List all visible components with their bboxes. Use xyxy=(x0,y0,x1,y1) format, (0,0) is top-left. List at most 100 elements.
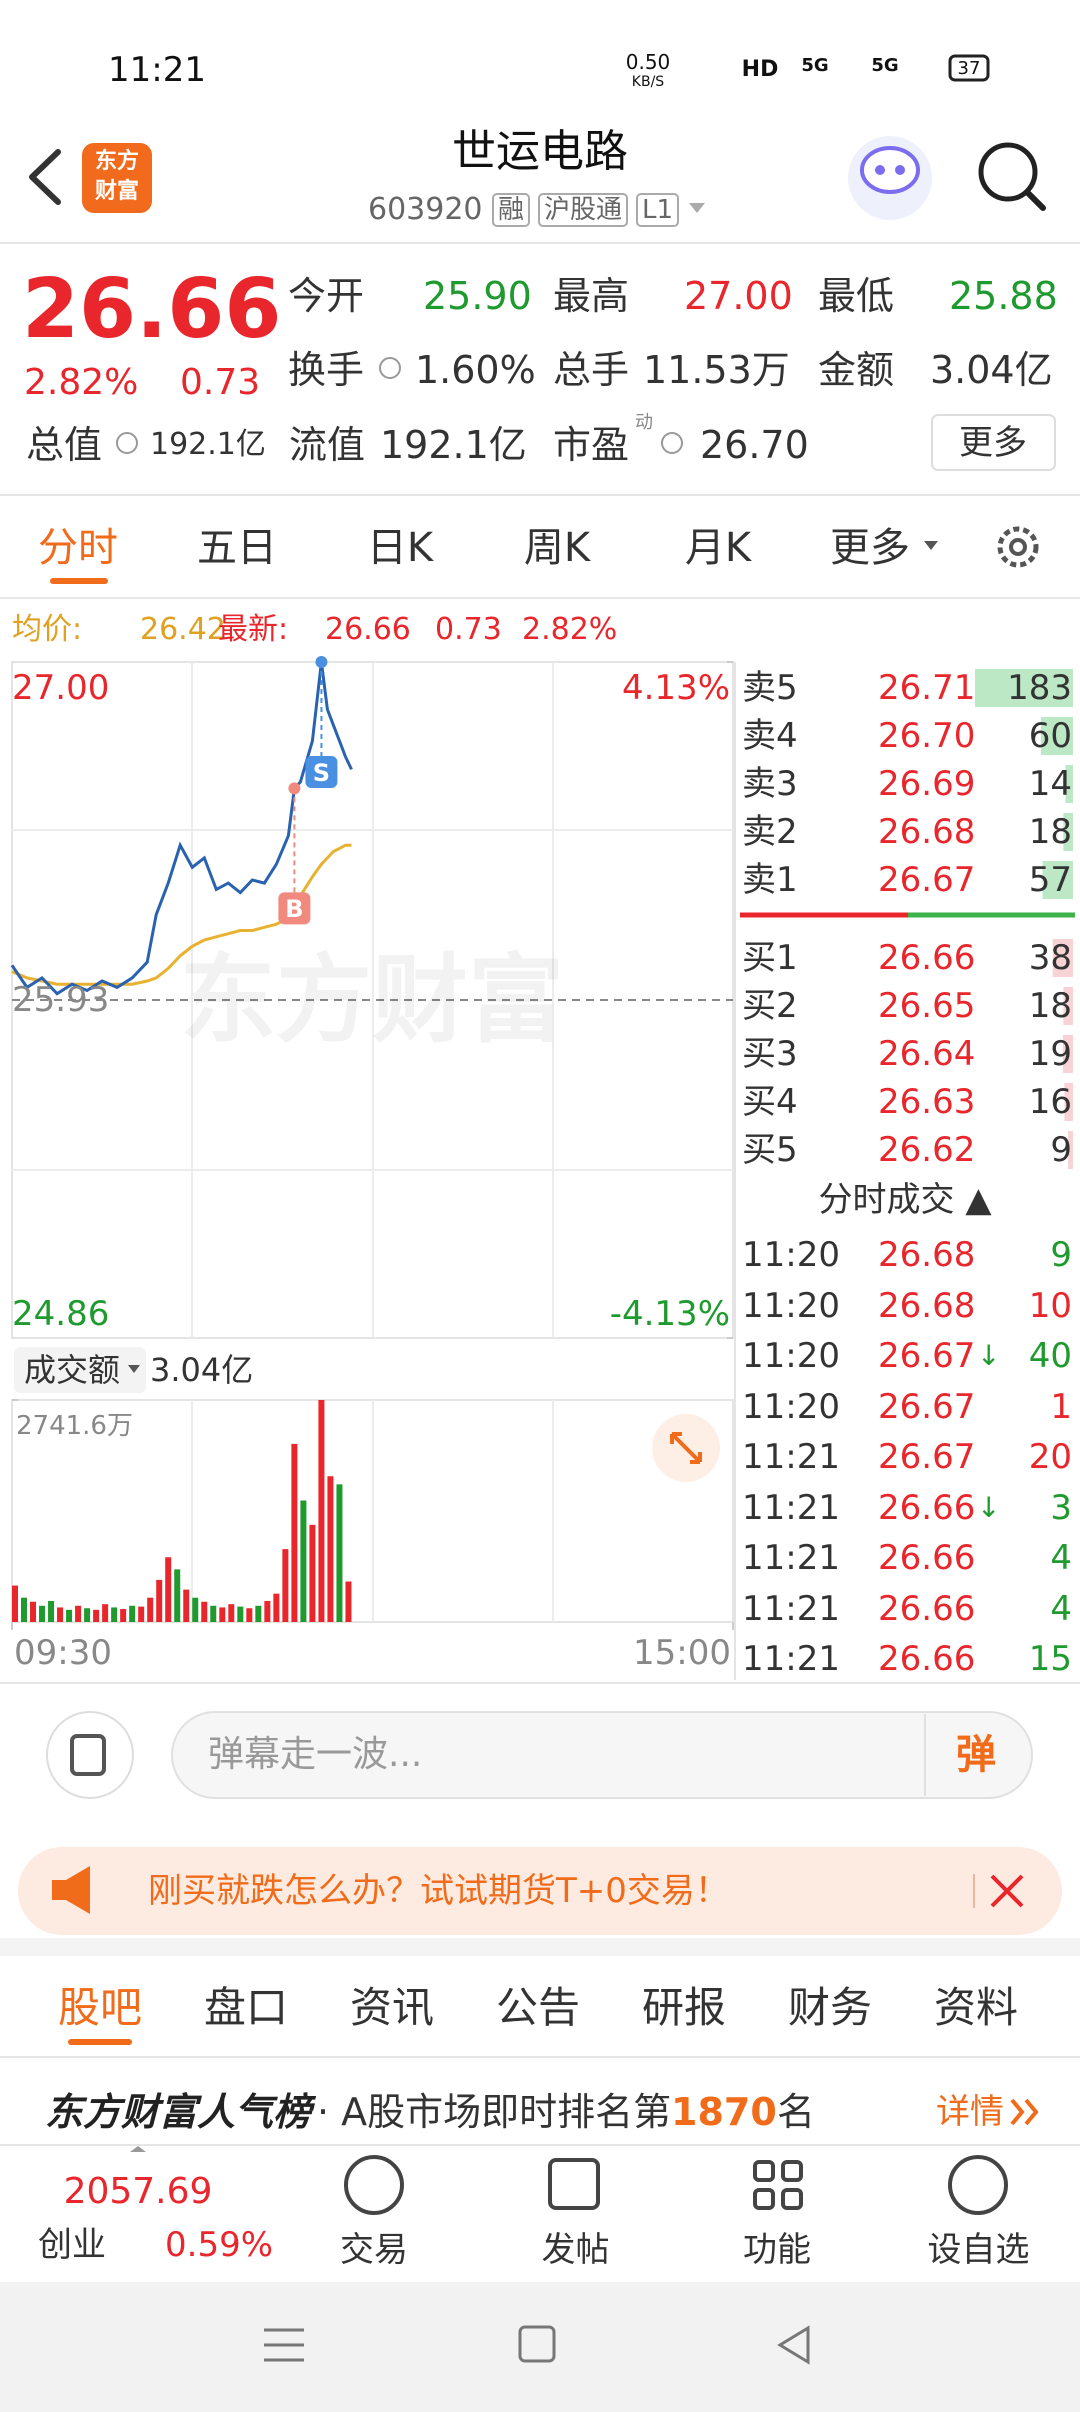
marker-label: S xyxy=(312,759,331,787)
home-button[interactable] xyxy=(518,2325,556,2363)
trade-price: 26.66 xyxy=(878,1639,976,1679)
comment-list-button[interactable] xyxy=(46,1711,134,1799)
book-price: 26.70 xyxy=(878,716,976,756)
chart-tab[interactable]: 五日 xyxy=(197,525,277,571)
y-tick-label: 24.86 xyxy=(12,1294,110,1334)
book-price: 26.63 xyxy=(878,1082,976,1122)
trades-title: 分时成交 ▲ xyxy=(818,1180,992,1220)
marker-badge xyxy=(305,756,338,788)
volume-bar xyxy=(336,1484,343,1622)
ranking-link[interactable]: 详情 xyxy=(936,2092,1004,2132)
trade-price: 26.67 xyxy=(878,1437,976,1477)
book-price: 26.62 xyxy=(878,1130,976,1170)
banner[interactable] xyxy=(18,1847,1062,1935)
nav-item-label[interactable]: 设自选 xyxy=(927,2230,1030,2270)
book-price: 26.68 xyxy=(878,812,976,852)
content-tab[interactable]: 财务 xyxy=(787,1983,873,2032)
y-tick-label: 25.93 xyxy=(12,980,110,1020)
book-label: 卖4 xyxy=(742,716,798,756)
active-tab-underline xyxy=(68,2039,132,2045)
quote-label: 换手 xyxy=(288,348,365,392)
volume-bar xyxy=(12,1585,18,1622)
trade-price: 26.66 xyxy=(878,1487,976,1528)
comment-icon xyxy=(70,1734,106,1776)
depth-bar xyxy=(1040,717,1073,755)
danmaku-button[interactable]: 弹 xyxy=(956,1732,996,1778)
nav-item-label[interactable]: 功能 xyxy=(743,2230,811,2270)
content-tab[interactable]: 资料 xyxy=(933,1983,1019,2032)
quote-label: 总值 xyxy=(26,423,103,467)
volume-bar xyxy=(174,1569,181,1622)
nav-item-label[interactable]: 发帖 xyxy=(541,2230,610,2270)
nav-item-label[interactable]: 交易 xyxy=(340,2230,408,2270)
banner-text[interactable]: 刚买就跌怎么办？试试期货T+0交易！ xyxy=(148,1871,729,1911)
chart-tab[interactable]: 月K xyxy=(684,525,752,571)
battery-level: 37 xyxy=(957,58,981,79)
system-nav-bar xyxy=(0,2282,1080,2412)
volume-bar xyxy=(120,1609,127,1622)
content-tab[interactable]: 资讯 xyxy=(349,1983,435,2032)
stock-code: 603920 xyxy=(368,192,483,227)
settings-button[interactable] xyxy=(997,526,1039,568)
book-price: 26.66 xyxy=(878,938,976,978)
avatar-face xyxy=(860,146,920,194)
chevron xyxy=(1010,2098,1039,2126)
info-change: 0.73 xyxy=(435,612,502,647)
quote-value: 1.60% xyxy=(415,348,536,392)
depth-bar xyxy=(1065,765,1073,803)
volume-bar xyxy=(264,1600,271,1622)
active-tab-underline xyxy=(50,578,108,584)
function-icon[interactable] xyxy=(753,2160,803,2210)
book-label: 买3 xyxy=(742,1034,798,1074)
trade-time: 11:21 xyxy=(742,1538,840,1578)
chart-tab[interactable]: 更多 xyxy=(830,525,910,571)
more-button-label[interactable]: 更多 xyxy=(959,423,1027,463)
post-icon[interactable] xyxy=(548,2158,600,2210)
index-value[interactable]: 2057.69 xyxy=(63,2171,213,2212)
trade-icon[interactable] xyxy=(344,2155,404,2215)
volume-bar xyxy=(111,1607,118,1622)
search-button[interactable] xyxy=(978,142,1038,202)
trade-volume: 9 xyxy=(1050,1235,1072,1275)
chart-tab[interactable]: 周K xyxy=(523,525,591,571)
trade-time: 11:21 xyxy=(742,1437,840,1477)
trade-volume: 4 xyxy=(1050,1588,1072,1629)
depth-bar xyxy=(1068,1131,1073,1169)
x-tick-label: 15:00 xyxy=(633,1633,731,1673)
volume-bar xyxy=(228,1604,235,1622)
trade-volume: 40 xyxy=(1028,1336,1072,1376)
back-button[interactable] xyxy=(29,149,61,205)
watchlist-icon[interactable] xyxy=(948,2155,1008,2215)
content-tab[interactable]: 盘口 xyxy=(203,1983,289,2032)
ranking-text: · A股市场即时排名第 xyxy=(317,2090,672,2134)
trade-arrow: ↓ xyxy=(977,1339,1001,1372)
content-tab[interactable]: 股吧 xyxy=(57,1983,143,2032)
banner-close[interactable] xyxy=(990,1874,1024,1908)
content-tab[interactable]: 公告 xyxy=(495,1983,581,2032)
book-label: 买1 xyxy=(742,938,798,978)
quote-label: 总手 xyxy=(553,348,630,392)
quote-value: 25.90 xyxy=(423,274,532,318)
avatar-eye xyxy=(875,165,885,175)
volume-bar xyxy=(21,1597,28,1622)
quote-value: 25.88 xyxy=(949,274,1058,318)
logo-text: 财富 xyxy=(94,179,140,204)
book-volume: 60 xyxy=(1028,716,1072,756)
depth-bar xyxy=(1064,1083,1073,1121)
expand-icon xyxy=(670,1432,702,1464)
more-button[interactable] xyxy=(931,414,1056,471)
content-tab[interactable]: 研报 xyxy=(641,1983,727,2032)
book-label: 卖1 xyxy=(742,860,798,900)
volume-bar xyxy=(201,1601,208,1622)
chart-tab[interactable]: 日K xyxy=(366,525,434,571)
change-amount: 0.73 xyxy=(180,362,261,403)
volume-selector[interactable] xyxy=(14,1347,146,1393)
back-nav-button[interactable] xyxy=(777,2325,810,2365)
comment-input[interactable] xyxy=(171,1711,1033,1799)
chart-tab[interactable]: 分时 xyxy=(38,525,118,571)
quote-label: 最低 xyxy=(818,274,895,318)
book-volume: 38 xyxy=(1028,938,1072,978)
menu-button[interactable] xyxy=(264,2328,304,2362)
quote-value: 11.53万 xyxy=(643,348,790,392)
depth-bar xyxy=(975,669,1073,707)
